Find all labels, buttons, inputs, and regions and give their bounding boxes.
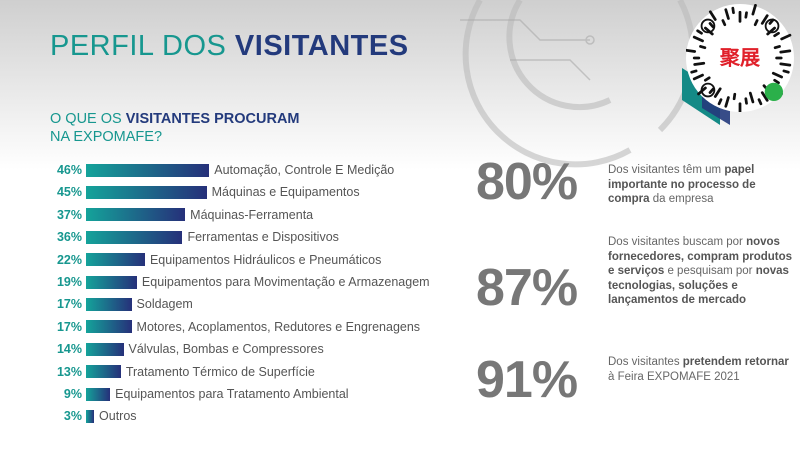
bar	[86, 163, 210, 177]
bar-value-label: 17%	[56, 319, 82, 334]
bar	[86, 185, 207, 199]
bar-row: 17% Soldagem	[40, 295, 193, 313]
bar-value-label: 19%	[56, 275, 82, 289]
qr-code-watermark: 聚展	[684, 3, 794, 115]
stat-value: 80%	[476, 153, 578, 211]
stat-description: Dos visitantes pretendem retornar à Feir…	[608, 356, 789, 383]
watermark-logo: 聚展	[719, 46, 761, 69]
bar	[86, 275, 137, 289]
stat-value: 91%	[476, 351, 578, 409]
bar-category-label: Soldagem	[136, 297, 193, 312]
bar-category-label: Motores, Acoplamentos, Redutores e Engre…	[136, 319, 421, 334]
bar-category-label: Equipamentos para Movimentação e Armazen…	[141, 275, 430, 289]
bar-value-label: 36%	[56, 230, 82, 245]
bar-category-label: Válvulas, Bombas e Compressores	[128, 342, 324, 357]
bar	[86, 253, 145, 267]
bar-value-label: 14%	[56, 342, 82, 357]
bar-category-label: Máquinas-Ferramenta	[190, 207, 314, 222]
bar-value-label: 46%	[56, 163, 82, 177]
stat-value: 87%	[476, 259, 578, 317]
bar	[86, 387, 111, 401]
bar-row: 46% Automação, Controle E Medição	[40, 161, 394, 179]
bar-row: 22% Equipamentos Hidráulicos e Pneumático…	[40, 251, 381, 269]
bar-row: 9% Equipamentos para Tratamento Ambiental	[40, 385, 349, 403]
bar	[86, 230, 183, 244]
chart-subtitle: O QUE OS VISITANTES PROCURAM NA EXPOMAFE?	[50, 111, 300, 145]
bar-row: 17% Motores, Acoplamentos, Redutores e En…	[40, 318, 420, 336]
bar-value-label: 3%	[63, 409, 82, 424]
bar-category-label: Automação, Controle E Medição	[214, 163, 395, 177]
bar	[86, 320, 132, 334]
bar	[86, 342, 124, 356]
bar-value-label: 22%	[56, 252, 82, 267]
bar	[86, 297, 132, 311]
bar-row: 13% Tratamento Térmico de Superfície	[40, 363, 315, 381]
stat-description: Dos visitantes buscam por novos forneced…	[608, 236, 793, 306]
bar	[86, 208, 186, 222]
bar-value-label: 17%	[56, 297, 82, 312]
page-title: PERFIL DOS VISITANTES	[50, 30, 409, 62]
bar-row: 14% Válvulas, Bombas e Compressores	[40, 340, 324, 358]
bar-value-label: 37%	[56, 207, 82, 222]
bar-category-label: Equipamentos Hidráulicos e Pneumáticos	[149, 252, 382, 267]
bar-row: 36% Ferramentas e Dispositivos	[40, 228, 339, 246]
bar-value-label: 9%	[63, 387, 82, 401]
bar-category-label: Tratamento Térmico de Superfície	[125, 364, 315, 379]
bar-category-label: Máquinas e Equipamentos	[211, 185, 360, 200]
bar-row: 45% Máquinas e Equipamentos	[40, 183, 360, 201]
bar-value-label: 13%	[56, 364, 82, 379]
bar-value-label: 45%	[56, 185, 82, 200]
bar-category-label: Outros	[99, 409, 137, 424]
bar-row: 3% Outros	[40, 407, 137, 425]
bar	[86, 409, 95, 423]
bar-category-label: Equipamentos para Tratamento Ambiental	[115, 387, 349, 401]
bar	[86, 365, 121, 379]
bar-category-label: Ferramentas e Dispositivos	[187, 230, 339, 245]
bar-row: 37% Máquinas-Ferramenta	[40, 206, 313, 224]
stat-description: Dos visitantes têm um papel importante n…	[608, 164, 756, 205]
bar-row: 19% Equipamentos para Movimentação e Arma…	[40, 273, 430, 291]
